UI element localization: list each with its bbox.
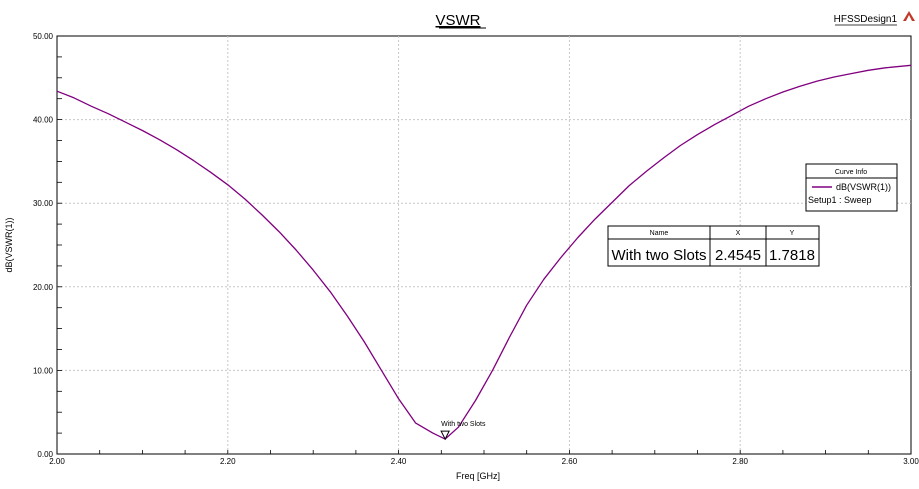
y-tick-labels: 0.00 10.00 20.00 30.00 40.00 50.00: [33, 32, 54, 459]
chart-title: VSWR: [436, 12, 481, 29]
table-header-name: Name: [650, 230, 669, 237]
y-tick-label: 40.00: [33, 116, 54, 125]
x-tick-label: 2.80: [732, 457, 748, 466]
ansoft-logo-icon: [903, 11, 915, 21]
marker-annotation[interactable]: With two Slots: [440, 421, 486, 441]
legend-title: Curve Info: [835, 169, 867, 176]
x-tick-labels: 2.00 2.20 2.40 2.60 2.80 3.00: [49, 457, 919, 466]
legend[interactable]: Curve Info dB(VSWR(1)) Setup1 : Sweep: [805, 163, 898, 212]
y-axis-label: dB(VSWR(1)): [4, 217, 14, 272]
table-cell-name: With two Slots: [611, 247, 706, 264]
y-tick-label: 50.00: [33, 32, 54, 41]
table-header-x: X: [736, 230, 741, 237]
table-cell-y: 1.7818: [769, 247, 815, 264]
legend-entry-sublabel: Setup1 : Sweep: [808, 195, 872, 205]
marker-label: With two Slots: [441, 421, 486, 428]
series-group: [56, 64, 912, 440]
x-tick-label: 2.20: [220, 457, 236, 466]
table-cell-x: 2.4545: [715, 247, 761, 264]
marker-table: Name X Y With two Slots 2.4545 1.7818: [607, 225, 820, 267]
y-tick-label: 10.00: [33, 366, 54, 375]
y-tick-label: 0.00: [37, 450, 53, 459]
table-header-y: Y: [790, 230, 795, 237]
x-tick-label: 2.40: [391, 457, 407, 466]
y-tick-label: 30.00: [33, 199, 54, 208]
legend-entry-label: dB(VSWR(1)): [836, 182, 891, 192]
x-axis-label: Freq [GHz]: [456, 471, 500, 481]
x-tick-label: 3.00: [903, 457, 919, 466]
y-tick-label: 20.00: [33, 283, 54, 292]
x-tick-label: 2.60: [562, 457, 578, 466]
series-line: [56, 64, 912, 440]
design-name[interactable]: HFSSDesign1: [834, 14, 898, 25]
marker-triangle-icon[interactable]: [440, 430, 450, 441]
minor-ticks: [56, 35, 912, 455]
x-tick-label: 2.00: [49, 457, 65, 466]
